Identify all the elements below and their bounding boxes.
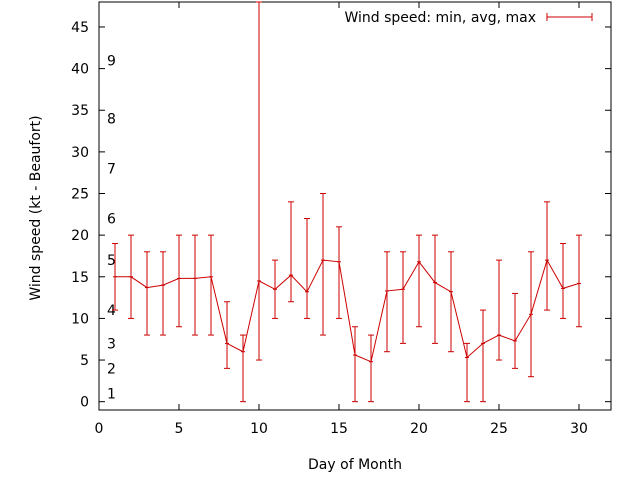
- beaufort-label: 2: [107, 361, 116, 377]
- y-tick-label: 15: [71, 270, 89, 286]
- y-tick-label: 20: [71, 228, 89, 244]
- x-tick-label: 15: [330, 421, 348, 437]
- beaufort-label: 4: [107, 303, 116, 319]
- y-tick-label: 30: [71, 145, 89, 161]
- y-axis-label: Wind speed (kt - Beaufort): [28, 115, 44, 300]
- y-tick-label: 40: [71, 62, 89, 78]
- y-tick-label: 25: [71, 187, 89, 203]
- beaufort-label: 7: [107, 162, 116, 178]
- x-tick-label: 25: [490, 421, 508, 437]
- series-line-avg: [115, 258, 580, 363]
- y-tick-label: 5: [80, 353, 89, 369]
- x-tick-label: 0: [95, 421, 104, 437]
- legend-label: Wind speed: min, avg, max: [344, 10, 536, 26]
- plot-frame: [98, 1, 612, 411]
- x-tick-label: 30: [570, 421, 588, 437]
- y-tick-label: 10: [71, 311, 89, 327]
- x-tick-label: 20: [410, 421, 428, 437]
- beaufort-label: 8: [107, 112, 116, 128]
- series-group: [112, 1, 582, 403]
- y-tick-label: 0: [80, 395, 89, 411]
- beaufort-label: 9: [107, 53, 116, 69]
- beaufort-label: 3: [107, 336, 116, 352]
- x-tick-label: 10: [250, 421, 268, 437]
- x-axis-label: Day of Month: [308, 457, 402, 473]
- y-tick-label: 45: [71, 20, 89, 36]
- y-tick-label: 35: [71, 103, 89, 119]
- beaufort-labels: 1 2 3 4 5 6 7 8 9: [107, 53, 116, 402]
- beaufort-label: 1: [107, 386, 116, 402]
- beaufort-label: 6: [107, 211, 116, 227]
- beaufort-label: 5: [107, 253, 116, 269]
- x-tick-label: 5: [175, 421, 184, 437]
- legend: Wind speed: min, avg, max: [344, 10, 593, 26]
